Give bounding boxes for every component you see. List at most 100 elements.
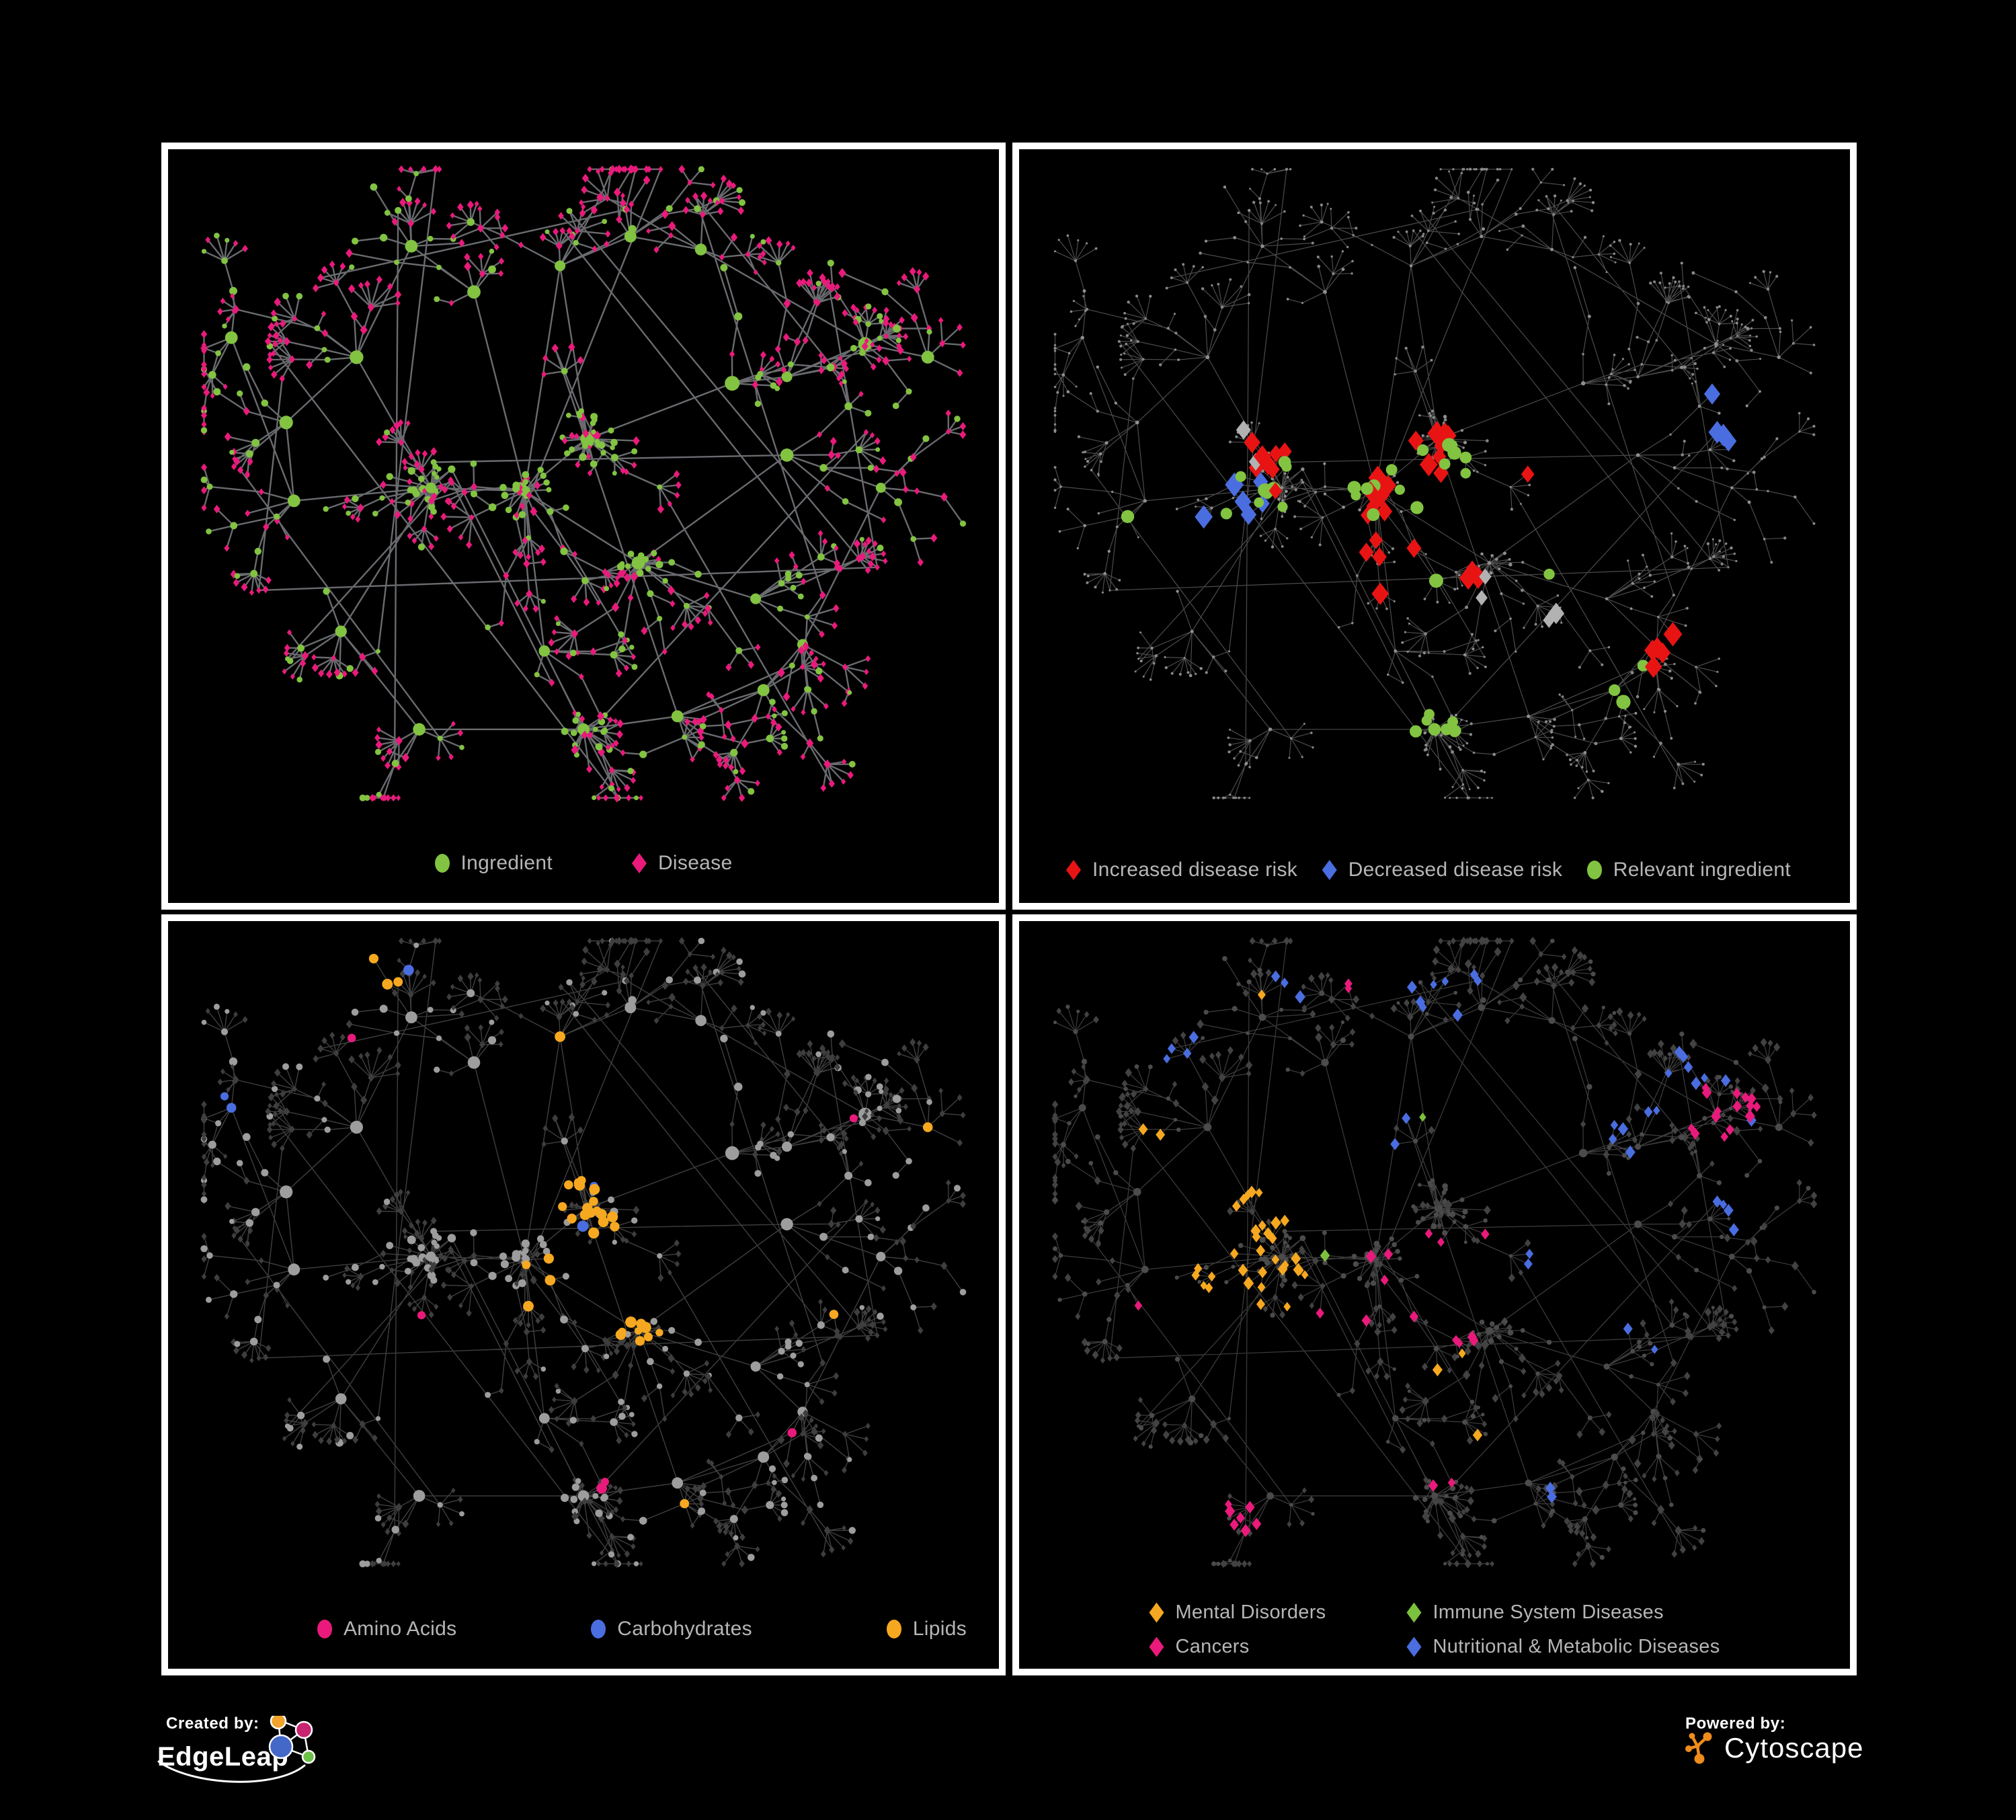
ingredient-node <box>1573 266 1577 270</box>
highlight-node <box>1428 1479 1439 1492</box>
highlight-node <box>1441 976 1449 986</box>
disease-node <box>1052 1273 1058 1280</box>
disease-node <box>756 241 762 249</box>
ingredient-node <box>376 1558 382 1564</box>
ingredient-node <box>1589 188 1592 192</box>
disease-node <box>1703 306 1706 309</box>
disease-node <box>271 1080 276 1087</box>
disease-node <box>1301 302 1304 305</box>
ingredient-node <box>346 1279 352 1285</box>
disease-node <box>1551 963 1559 972</box>
disease-node <box>824 485 830 492</box>
highlight-node <box>829 1310 839 1319</box>
disease-node <box>739 1533 745 1541</box>
disease-node <box>341 670 348 678</box>
ingredient-node <box>384 210 391 216</box>
ingredient-node <box>1775 1123 1783 1132</box>
disease-node <box>1447 940 1452 947</box>
disease-node <box>518 1320 524 1327</box>
ingredient-node <box>1066 390 1070 393</box>
highlight-node <box>1365 1249 1377 1263</box>
disease-node <box>442 1255 448 1263</box>
disease-node <box>753 1040 758 1046</box>
disease-node <box>1763 316 1767 319</box>
disease-node <box>1430 971 1435 978</box>
disease-node <box>688 1390 694 1398</box>
disease-node <box>1768 1326 1775 1335</box>
ingredient-node <box>521 1239 530 1248</box>
highlight-node <box>1377 501 1393 522</box>
disease-node <box>1539 1390 1545 1398</box>
disease-node <box>1576 1430 1583 1439</box>
disease-node <box>201 347 207 355</box>
disease-node <box>317 273 324 282</box>
disease-node <box>1476 471 1479 473</box>
highlight-node <box>1244 432 1260 453</box>
highlight-node <box>1424 1228 1433 1239</box>
ingredient-node <box>323 588 330 595</box>
ingredient-node <box>1057 1298 1062 1302</box>
disease-node <box>1659 272 1662 275</box>
disease-node <box>201 1273 207 1280</box>
ingredient-node <box>279 416 293 430</box>
ingredient-node <box>234 1341 241 1347</box>
disease-node <box>555 241 563 251</box>
ingredient-node <box>522 471 530 479</box>
disease-node <box>1643 247 1646 249</box>
ingredient-node <box>236 1160 243 1166</box>
disease-node <box>1173 313 1176 315</box>
disease-node <box>1533 977 1540 986</box>
disease-node <box>725 720 732 729</box>
nodes-layer <box>1053 167 1816 799</box>
disease-node <box>464 253 471 262</box>
ingredient-node <box>540 598 546 604</box>
disease-node <box>1672 1126 1679 1135</box>
ingredient-node <box>273 513 280 520</box>
disease-node <box>759 366 764 372</box>
ingredient-node <box>221 258 228 264</box>
disease-node <box>588 1239 592 1245</box>
ingredient-node <box>1188 1395 1196 1402</box>
disease-node <box>1483 779 1486 782</box>
highlight-node <box>1424 709 1435 720</box>
disease-node <box>783 1459 790 1468</box>
ingredient-node <box>229 450 235 455</box>
ingredient-node <box>417 1244 426 1252</box>
ingredient-node <box>1520 1328 1525 1333</box>
disease-node <box>1568 758 1572 762</box>
highlight-node <box>1252 1517 1262 1530</box>
disease-node <box>1373 1304 1379 1312</box>
legend-item-carbohydrates: Carbohydrates <box>591 1618 752 1640</box>
disease-node <box>1466 190 1470 194</box>
highlight-node <box>1350 490 1361 501</box>
disease-node <box>592 1017 598 1023</box>
disease-node <box>1210 1419 1217 1429</box>
disease-node <box>233 1011 238 1018</box>
disease-node <box>494 208 501 216</box>
disease-node <box>249 1357 254 1363</box>
disease-node <box>657 1273 664 1282</box>
highlight-node <box>1246 1185 1257 1199</box>
ingredient-node <box>778 580 785 587</box>
disease-node <box>448 1245 453 1253</box>
highlight-node <box>1439 458 1451 470</box>
disease-node <box>268 1134 273 1141</box>
ingredient-node <box>805 686 812 693</box>
disease-node <box>1431 675 1434 678</box>
ingredient-node <box>1389 1236 1394 1242</box>
ingredient-node <box>1668 669 1672 673</box>
ingredient-node <box>577 723 590 736</box>
disease-node <box>879 456 887 465</box>
ingredient-node <box>560 547 568 555</box>
ingredient-node <box>243 363 251 371</box>
disease-node <box>1597 253 1600 256</box>
ingredient-node <box>781 729 787 735</box>
ingredient-node <box>1067 1121 1072 1125</box>
disease-node <box>833 1372 840 1380</box>
disease-node <box>775 1115 781 1123</box>
ingredient-node <box>1358 508 1361 512</box>
disease-node <box>1744 325 1747 329</box>
highlight-node <box>1481 1228 1490 1240</box>
disease-node <box>493 243 499 251</box>
disease-node <box>725 785 730 792</box>
